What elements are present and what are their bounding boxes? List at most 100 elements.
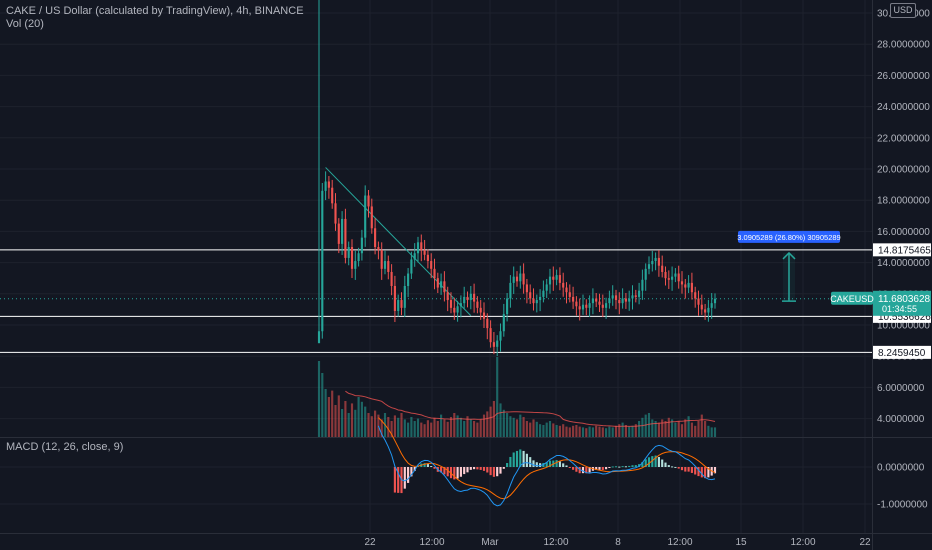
candle-body bbox=[426, 254, 429, 262]
candle-body bbox=[548, 276, 552, 285]
volume-bar bbox=[515, 419, 519, 437]
volume-bar bbox=[581, 427, 585, 437]
candle-body bbox=[354, 261, 357, 269]
price-tick-label: 4.0000000 bbox=[877, 414, 925, 425]
volume-bar bbox=[684, 419, 687, 437]
candle-body bbox=[631, 295, 634, 299]
macd-label: MACD (12, 26, close, 9) bbox=[6, 441, 124, 453]
macd-histogram-bar bbox=[572, 467, 575, 470]
candle-body bbox=[647, 264, 651, 269]
time-tick-label: Mar bbox=[481, 537, 499, 548]
candle-body bbox=[390, 271, 393, 286]
macd-histogram-bar bbox=[654, 455, 657, 467]
volume-bar bbox=[664, 421, 667, 437]
macd-histogram-bar bbox=[499, 467, 502, 474]
candle-body bbox=[473, 293, 476, 302]
macd-histogram-bar bbox=[690, 467, 693, 473]
volume-bar bbox=[492, 401, 495, 437]
candle-body bbox=[638, 290, 641, 297]
volume-bar bbox=[651, 419, 654, 437]
volume-bar bbox=[638, 421, 641, 437]
macd-histogram-bar bbox=[611, 466, 614, 468]
volume-bar bbox=[354, 409, 357, 437]
volume-bar bbox=[344, 401, 347, 437]
macd-histogram-bar bbox=[687, 467, 690, 472]
candle-body bbox=[611, 295, 614, 299]
volume-bar bbox=[387, 417, 390, 437]
candle-body bbox=[634, 295, 637, 297]
candle-body bbox=[512, 276, 515, 283]
volume-bar bbox=[397, 417, 400, 437]
macd-histogram-bar bbox=[713, 467, 717, 474]
macd-histogram-bar bbox=[426, 464, 429, 467]
macd-histogram-bar bbox=[555, 460, 558, 467]
candle-body bbox=[337, 223, 340, 244]
macd-histogram-bar bbox=[469, 467, 472, 470]
candle-body bbox=[601, 304, 604, 308]
price-tick-label: 26.0000000 bbox=[877, 71, 930, 82]
volume-bar bbox=[512, 417, 515, 437]
macd-histogram-bar bbox=[704, 467, 707, 479]
volume-bar bbox=[374, 410, 377, 437]
volume-bar bbox=[410, 417, 413, 437]
volume-bar bbox=[436, 421, 439, 437]
macd-line bbox=[377, 425, 716, 507]
candle-body bbox=[509, 282, 512, 299]
candle-body bbox=[476, 301, 479, 308]
volume-bar bbox=[506, 413, 509, 437]
macd-histogram-bar bbox=[397, 467, 400, 493]
macd-histogram-bar bbox=[677, 467, 680, 469]
volume-bar bbox=[539, 424, 542, 437]
candle-body bbox=[321, 190, 324, 332]
volume-bar bbox=[331, 390, 334, 437]
macd-tick-label: -1.0000000 bbox=[877, 500, 928, 511]
macd-histogram-bar bbox=[575, 467, 578, 472]
level-price-tag bbox=[873, 243, 931, 257]
currency-badge[interactable]: USD bbox=[890, 3, 916, 18]
macd-histogram-bar bbox=[479, 467, 482, 470]
macd-histogram-bar bbox=[410, 467, 413, 477]
candle-body bbox=[410, 259, 413, 274]
macd-histogram-bar bbox=[694, 467, 697, 475]
measure-label-text: 3.0905289 (26.80%) 30905289 bbox=[737, 233, 840, 242]
macd-histogram-bar bbox=[664, 462, 667, 467]
current-price-value: 11.6803628 bbox=[878, 294, 931, 305]
candle-body bbox=[341, 218, 344, 244]
macd-histogram-bar bbox=[562, 463, 565, 467]
volume-bar bbox=[618, 424, 621, 437]
candle-body bbox=[449, 300, 453, 308]
macd-histogram-bar bbox=[535, 462, 538, 467]
candle-body bbox=[347, 247, 350, 258]
time-tick-label: 12:00 bbox=[419, 537, 444, 548]
price-axis[interactable]: 4.00000006.00000008.000000010.000000012.… bbox=[830, 9, 931, 511]
macd-histogram-bar bbox=[539, 463, 542, 467]
candle-body bbox=[700, 304, 703, 310]
horizontal-levels[interactable] bbox=[0, 249, 872, 353]
level-price-label: 14.8175465 bbox=[878, 245, 931, 256]
candle-body bbox=[466, 296, 469, 301]
volume-bar bbox=[390, 421, 393, 437]
trend-line[interactable] bbox=[325, 167, 472, 316]
volume-bar bbox=[479, 419, 482, 437]
volume-bar bbox=[565, 426, 568, 437]
volume-bar bbox=[671, 419, 674, 437]
candle-body bbox=[687, 282, 690, 288]
volume-bar bbox=[350, 403, 354, 437]
current-price-tag bbox=[873, 290, 931, 316]
price-tick-label: 24.0000000 bbox=[877, 102, 930, 113]
price-range-measure[interactable]: 3.0905289 (26.80%) 30905289 bbox=[737, 230, 841, 302]
volume-bar bbox=[605, 428, 608, 437]
macd-histogram-bar bbox=[588, 467, 591, 473]
volume-bar bbox=[443, 419, 446, 437]
time-axis[interactable]: 22 12:00 Mar 12:00 8 12:00 15 12:00 22 bbox=[364, 537, 871, 548]
volume-bar bbox=[572, 425, 575, 437]
volume-bar bbox=[334, 405, 337, 437]
volume-bar bbox=[407, 422, 410, 437]
level-price-label: 10.5536626 bbox=[878, 312, 931, 323]
volume-bar bbox=[700, 414, 703, 437]
volume-bar bbox=[360, 401, 363, 437]
volume-bar bbox=[426, 420, 429, 437]
macd-histogram-bar bbox=[515, 450, 519, 467]
candle-body bbox=[664, 271, 667, 279]
